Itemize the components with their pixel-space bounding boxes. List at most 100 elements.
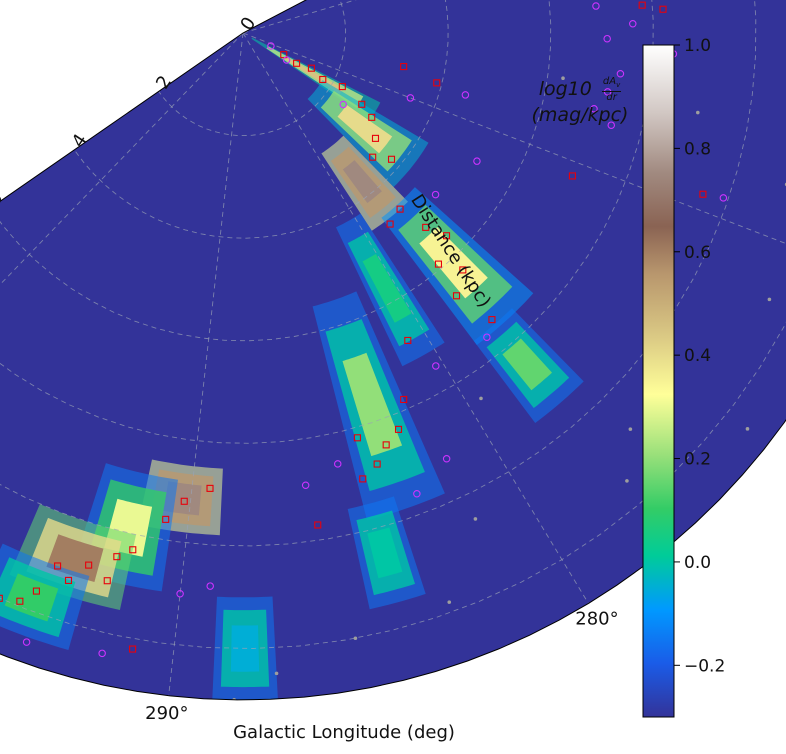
marker-square-32 <box>113 553 121 561</box>
marker-square-11 <box>433 79 441 87</box>
extinction-feature-4-layer-2 <box>502 338 552 391</box>
marker-dot-5 <box>745 427 750 431</box>
marker-square-22 <box>394 425 403 433</box>
marker-square-12 <box>396 205 404 213</box>
marker-circle-9 <box>442 455 451 463</box>
marker-circle-24 <box>590 104 598 113</box>
grid <box>0 0 786 696</box>
marker-square-23 <box>382 441 390 449</box>
marker-square-7 <box>371 134 380 142</box>
grid-arc-6 <box>0 0 552 342</box>
marker-square-36 <box>32 587 40 595</box>
marker-circle-12 <box>301 481 310 490</box>
marker-square-5 <box>358 100 366 108</box>
marker-circle-29 <box>607 121 616 129</box>
grid-arc-4 <box>73 0 449 239</box>
grid-spoke-290 <box>168 32 244 696</box>
extinction-feature-6-layer-2 <box>342 352 403 457</box>
longitude-axis-label: Galactic Longitude (deg) <box>233 722 455 743</box>
marker-square-4 <box>338 83 346 91</box>
marker-circle-25 <box>592 2 600 10</box>
colorbar-title-denominator: dr <box>606 92 617 103</box>
marker-circle-15 <box>98 649 106 658</box>
marker-square-34 <box>64 576 73 584</box>
marker-square-37 <box>16 597 24 605</box>
extinction-feature-5-layer-2 <box>362 253 412 323</box>
marker-circle-4 <box>461 91 470 99</box>
colorbar-title: log10 dAv dr (mag/kpc) <box>520 76 640 127</box>
longitude-tick-labels: 260°270°280°290°300° <box>145 608 619 724</box>
marker-square-2 <box>307 64 315 72</box>
marker-dot-2 <box>695 110 700 115</box>
marker-square-3 <box>319 75 327 84</box>
marker-square-13 <box>386 220 394 228</box>
marker-square-42 <box>129 645 137 653</box>
colorbar-tick-label-6: 1.0 <box>684 36 711 56</box>
colorbar-gradient <box>642 44 675 718</box>
grid-spoke-280 <box>242 32 589 604</box>
colorbar-title-units: (mag/kpc) <box>531 104 629 126</box>
grid-spoke-260 <box>242 0 786 34</box>
colorbar-tick-label-2: 0.2 <box>684 450 711 470</box>
marker-square-26 <box>314 521 322 529</box>
marker-square-39 <box>0 594 3 602</box>
extinction-map <box>0 37 584 700</box>
marker-square-35 <box>54 562 62 570</box>
marker-square-15 <box>442 232 451 240</box>
marker-square-33 <box>85 561 93 569</box>
extinction-feature-3-layer-2 <box>419 227 488 299</box>
marker-square-1 <box>293 59 301 67</box>
marker-circle-27 <box>616 69 625 78</box>
marker-circle-21 <box>719 194 728 202</box>
distance-tick-6: 6 <box>0 189 7 210</box>
marker-square-44 <box>659 5 667 13</box>
marker-circle-26 <box>603 34 611 43</box>
marker-square-17 <box>459 266 467 274</box>
marker-square-6 <box>368 113 376 121</box>
marker-dot-4 <box>767 297 772 302</box>
marker-square-24 <box>373 460 381 468</box>
marker-square-10 <box>400 63 408 71</box>
marker-square-45 <box>638 1 646 9</box>
marker-circle-14 <box>176 590 184 598</box>
marker-circle-7 <box>483 333 491 341</box>
marker-square-20 <box>488 316 496 324</box>
marker-circle-10 <box>413 490 421 498</box>
marker-circle-6 <box>431 190 440 199</box>
marker-square-16 <box>434 260 443 268</box>
marker-square-29 <box>180 497 188 505</box>
colorbar-title-fraction: dAv dr <box>601 76 622 103</box>
marker-circle-2 <box>339 100 347 109</box>
marker-dot-8 <box>473 517 478 521</box>
colorbar-tick-label-3: 0.4 <box>684 346 711 366</box>
colorbar-tick-label-5: 0.8 <box>684 139 711 159</box>
marker-circle-0 <box>267 42 275 50</box>
polar-plot-area <box>0 0 786 701</box>
marker-square-30 <box>162 515 170 523</box>
marker-dot-0 <box>561 76 565 81</box>
colorbar-tick-label-4: 0.6 <box>684 243 711 263</box>
marker-circle-13 <box>206 582 214 590</box>
colorbar-title-prefix: log10 <box>538 78 592 100</box>
marker-circle-16 <box>22 638 31 646</box>
colorbar-title-numerator: dAv <box>601 76 622 92</box>
marker-square-31 <box>129 546 137 554</box>
marker-square-25 <box>353 434 361 442</box>
marker-square-8 <box>369 153 377 161</box>
marker-square-18 <box>452 292 461 300</box>
extinction-feature-11-layer-2 <box>4 573 59 622</box>
marker-dot-9 <box>447 600 452 604</box>
plot-frame <box>0 0 786 701</box>
marker-dot-18 <box>625 479 629 483</box>
marker-square-38 <box>103 577 111 585</box>
grid-spoke-300 <box>0 32 244 514</box>
colorbar-tick-label-1: 0.0 <box>684 553 711 573</box>
marker-square-43 <box>699 190 707 198</box>
marker-dot-11 <box>274 671 279 676</box>
marker-square-28 <box>206 484 214 492</box>
marker-square-14 <box>422 223 430 231</box>
colorbar: −0.2 0.0 0.2 0.4 0.6 0.8 1.0 <box>642 36 725 718</box>
marker-dot-10 <box>353 636 358 641</box>
marker-circle-1 <box>282 56 291 64</box>
